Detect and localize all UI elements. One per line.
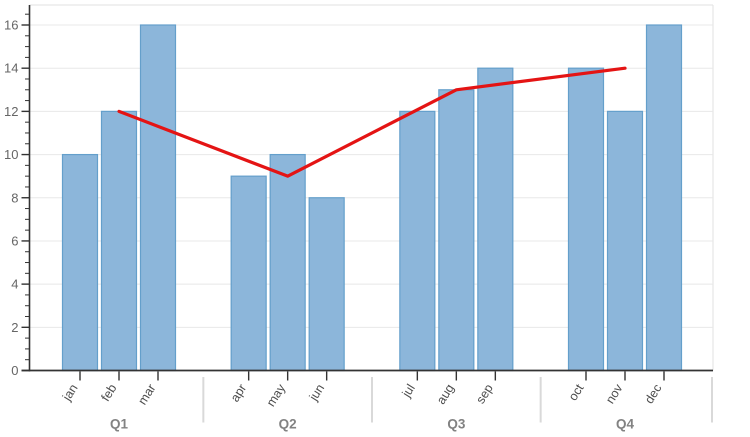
y-tick-label-8: 8	[11, 190, 18, 205]
y-tick-label-4: 4	[11, 277, 18, 292]
y-tick-label-14: 14	[4, 61, 18, 76]
month-label-dec: dec	[642, 382, 665, 407]
quarter-label-Q1: Q1	[110, 417, 129, 432]
bar-mar	[139, 24, 177, 372]
month-label-jul: jul	[399, 382, 418, 401]
month-label-sep: sep	[473, 382, 496, 407]
month-label-oct: oct	[566, 381, 587, 403]
y-tick-label-12: 12	[4, 104, 18, 119]
quarter-label-Q3: Q3	[447, 417, 466, 432]
bar-may	[269, 153, 306, 372]
y-tick-label-10: 10	[4, 147, 18, 162]
month-label-aug: aug	[434, 382, 457, 407]
bar-apr	[230, 175, 267, 372]
bar-oct	[567, 67, 605, 372]
y-tick-label-0: 0	[11, 363, 18, 378]
bar-feb	[100, 110, 138, 372]
bar-jan	[61, 153, 99, 372]
quarter-label-Q4: Q4	[616, 417, 635, 432]
quarter-label-Q2: Q2	[279, 417, 297, 432]
bar-dec	[645, 24, 683, 372]
y-tick-label-16: 16	[4, 18, 18, 33]
bar-jul	[399, 110, 436, 372]
bar-aug	[438, 89, 475, 372]
month-label-nov: nov	[603, 381, 626, 406]
month-label-jun: jun	[306, 382, 327, 404]
month-label-feb: feb	[98, 382, 119, 404]
bar-jun	[308, 197, 345, 372]
month-label-may: may	[264, 381, 289, 409]
month-label-apr: apr	[228, 382, 249, 405]
month-label-mar: mar	[135, 382, 158, 408]
bar-nov	[606, 110, 644, 372]
trend-line	[117, 66, 627, 178]
bar-sep	[477, 67, 514, 372]
month-label-jan: jan	[59, 382, 80, 404]
y-tick-label-2: 2	[11, 320, 18, 335]
y-tick-label-6: 6	[11, 233, 18, 248]
